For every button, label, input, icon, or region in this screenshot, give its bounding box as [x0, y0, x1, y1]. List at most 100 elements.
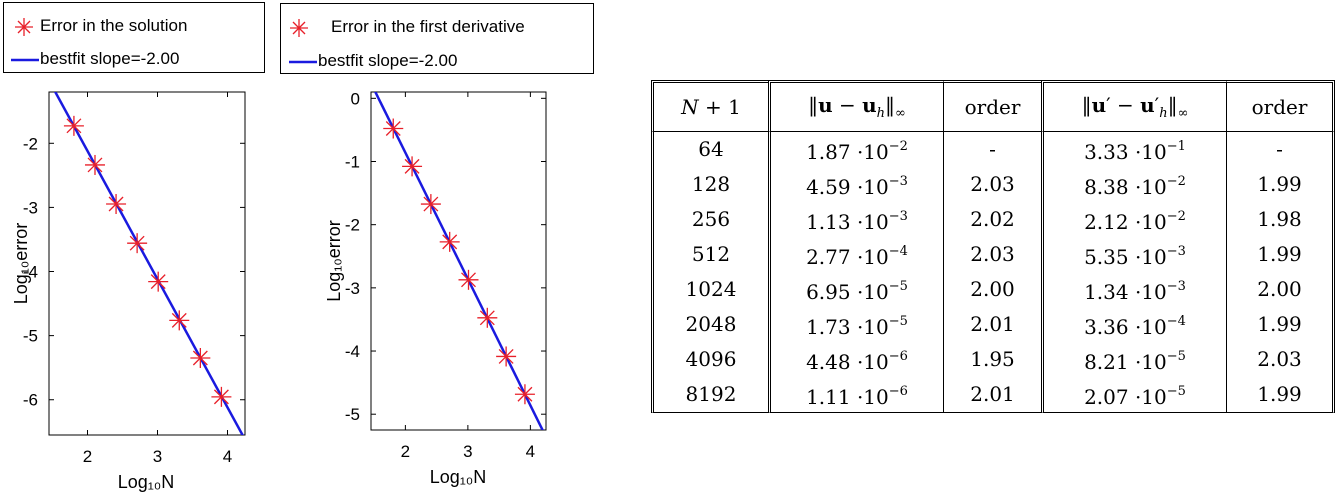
- mantissa: 3.33: [1084, 140, 1129, 164]
- marker-stroke: [213, 389, 229, 405]
- cell-error-du: 5.35 ·10−3: [1041, 237, 1226, 272]
- cell-n: 256: [651, 202, 768, 237]
- mantissa: 2.12: [1084, 210, 1129, 234]
- cell-n: 2048: [651, 307, 768, 342]
- exponent: −2: [888, 139, 908, 154]
- cell-order-u: 2.01: [943, 307, 1041, 342]
- exponent: −5: [888, 279, 908, 294]
- cell-order-du: 1.99: [1226, 307, 1335, 342]
- cell-error-du: 2.07 ·10−5: [1041, 377, 1226, 413]
- marker-stroke: [479, 310, 495, 326]
- data-point: [169, 310, 190, 331]
- marker-stroke: [461, 272, 476, 288]
- exponent: −2: [1166, 174, 1186, 189]
- mantissa: 1.13: [806, 210, 851, 234]
- data-point: [439, 231, 460, 252]
- marker-stroke: [498, 349, 514, 364]
- marker-stroke: [66, 118, 82, 134]
- x-tick-label: 4: [526, 442, 535, 461]
- x-tick-label: 2: [83, 447, 92, 466]
- y-tick-label: -5: [345, 405, 360, 424]
- marker-stroke: [150, 274, 166, 290]
- cell-n: 4096: [651, 342, 768, 377]
- exponent: −6: [888, 349, 908, 364]
- data-point: [63, 115, 84, 136]
- exponent: −3: [888, 174, 908, 189]
- y-tick-label: -3: [345, 279, 360, 298]
- cell-error-u: 1.73 ·10−5: [768, 307, 943, 342]
- y-axis-label: Log₁₀error: [324, 220, 344, 302]
- cell-n: 512: [651, 237, 768, 272]
- bestfit-line: [53, 92, 244, 435]
- axes-box: [370, 91, 547, 431]
- cell-n: 64: [651, 132, 768, 167]
- cell-order-du: 2.03: [1226, 342, 1335, 377]
- marker-stroke: [442, 234, 458, 250]
- cell-n: 128: [651, 167, 768, 202]
- axes-box: [48, 91, 246, 436]
- legend-label: bestfit slope=-2.00: [40, 49, 180, 68]
- y-tick-label: -6: [23, 391, 38, 410]
- exponent: −5: [888, 314, 908, 329]
- cell-error-u: 4.59 ·10−3: [768, 167, 943, 202]
- exponent: −4: [888, 244, 908, 259]
- cell-order-du: 1.99: [1226, 167, 1335, 202]
- cell-order-u: 2.03: [943, 237, 1041, 272]
- table-row: 2048 1.73 ·10−5 2.01 3.36 ·10−4 1.99: [651, 307, 1335, 342]
- marker-stroke: [192, 350, 208, 366]
- cell-order-u: 2.02: [943, 202, 1041, 237]
- y-tick-label: -5: [23, 327, 38, 346]
- header-order-u: order: [943, 80, 1041, 132]
- x-tick-label: 3: [463, 442, 472, 461]
- data-point: [190, 348, 211, 369]
- exponent: −3: [1166, 244, 1186, 259]
- plot-solution-error: 2 3 4 -2 -3 -4 -5 -6 Log₁₀N Log₁₀error 2 3 4 0 -1 -2 -3 -…: [11, 89, 547, 492]
- data-point: [106, 194, 127, 215]
- cell-order-u: 2.03: [943, 167, 1041, 202]
- exponent: −2: [1166, 209, 1186, 224]
- legend-derivative: Error in the first derivative bestfit sl…: [280, 3, 594, 74]
- legend-solution: Error in the solution bestfit slope=-2.0…: [3, 2, 265, 73]
- x-tick-label: 4: [223, 447, 232, 466]
- table-row: 4096 4.48 ·10−6 1.95 8.21 ·10−5 2.03: [651, 342, 1335, 377]
- exponent: −3: [888, 209, 908, 224]
- table-row: 512 2.77 ·10−4 2.03 5.35 ·10−3 1.99: [651, 237, 1335, 272]
- cell-error-u: 6.95 ·10−5: [768, 272, 943, 307]
- marker-stroke: [87, 157, 103, 173]
- exponent: −4: [1166, 314, 1186, 329]
- marker-stroke: [171, 312, 187, 328]
- marker-stroke: [385, 121, 401, 136]
- table-row: 128 4.59 ·10−3 2.03 8.38 ·10−2 1.99: [651, 167, 1335, 202]
- mantissa: 4.59: [806, 175, 851, 199]
- mantissa: 3.36: [1084, 315, 1129, 339]
- data-point: [127, 233, 148, 254]
- data-point: [402, 156, 423, 177]
- mantissa: 1.11: [806, 385, 851, 409]
- data-point: [420, 194, 441, 215]
- exponent: −3: [1166, 279, 1186, 294]
- data-point: [211, 386, 232, 407]
- y-tick-label: 0: [351, 89, 360, 108]
- y-tick-label: -4: [23, 263, 38, 282]
- cell-order-du: -: [1226, 132, 1335, 167]
- data-point: [496, 346, 517, 367]
- cell-order-u: 2.00: [943, 272, 1041, 307]
- marker-stroke: [423, 196, 439, 212]
- exponent: −6: [888, 384, 908, 399]
- y-tick-label: -4: [345, 342, 360, 361]
- bestfit-line: [373, 92, 544, 430]
- marker-stroke: [108, 196, 124, 212]
- y-axis-label: Log₁₀error: [11, 223, 31, 305]
- mantissa: 8.38: [1084, 175, 1129, 199]
- x-axis-label: Log₁₀N: [118, 472, 175, 492]
- table-row: 64 1.87 ·10−2-3.33 ·10−1-: [651, 132, 1335, 167]
- mantissa: 6.95: [806, 280, 851, 304]
- table-row: 8192 1.11 ·10−6 2.01 2.07 ·10−5 1.99: [651, 377, 1335, 413]
- table-row: 256 1.13 ·10−3 2.02 2.12 ·10−2 1.98: [651, 202, 1335, 237]
- data-point: [84, 154, 105, 175]
- y-tick-label: -1: [345, 152, 360, 171]
- mantissa: 1.87: [806, 140, 851, 164]
- x-tick-label: 2: [401, 442, 410, 461]
- y-tick-label: -3: [23, 198, 38, 217]
- x-tick-label: 3: [153, 447, 162, 466]
